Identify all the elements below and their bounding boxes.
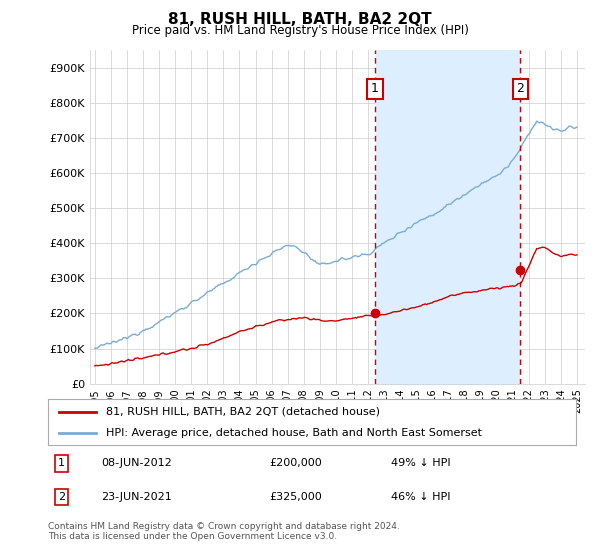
Text: 1: 1 <box>58 459 65 468</box>
Text: £200,000: £200,000 <box>270 459 323 468</box>
Text: 46% ↓ HPI: 46% ↓ HPI <box>391 492 451 502</box>
Text: 23-JUN-2021: 23-JUN-2021 <box>101 492 172 502</box>
Text: 81, RUSH HILL, BATH, BA2 2QT (detached house): 81, RUSH HILL, BATH, BA2 2QT (detached h… <box>106 407 380 417</box>
Text: HPI: Average price, detached house, Bath and North East Somerset: HPI: Average price, detached house, Bath… <box>106 428 482 438</box>
Text: 2: 2 <box>58 492 65 502</box>
Text: 08-JUN-2012: 08-JUN-2012 <box>101 459 172 468</box>
Text: 1: 1 <box>371 82 379 96</box>
Text: 2: 2 <box>516 82 524 96</box>
Text: £325,000: £325,000 <box>270 492 323 502</box>
Text: Contains HM Land Registry data © Crown copyright and database right 2024.
This d: Contains HM Land Registry data © Crown c… <box>48 522 400 542</box>
Text: 49% ↓ HPI: 49% ↓ HPI <box>391 459 451 468</box>
Text: 81, RUSH HILL, BATH, BA2 2QT: 81, RUSH HILL, BATH, BA2 2QT <box>168 12 432 27</box>
Text: Price paid vs. HM Land Registry's House Price Index (HPI): Price paid vs. HM Land Registry's House … <box>131 24 469 37</box>
